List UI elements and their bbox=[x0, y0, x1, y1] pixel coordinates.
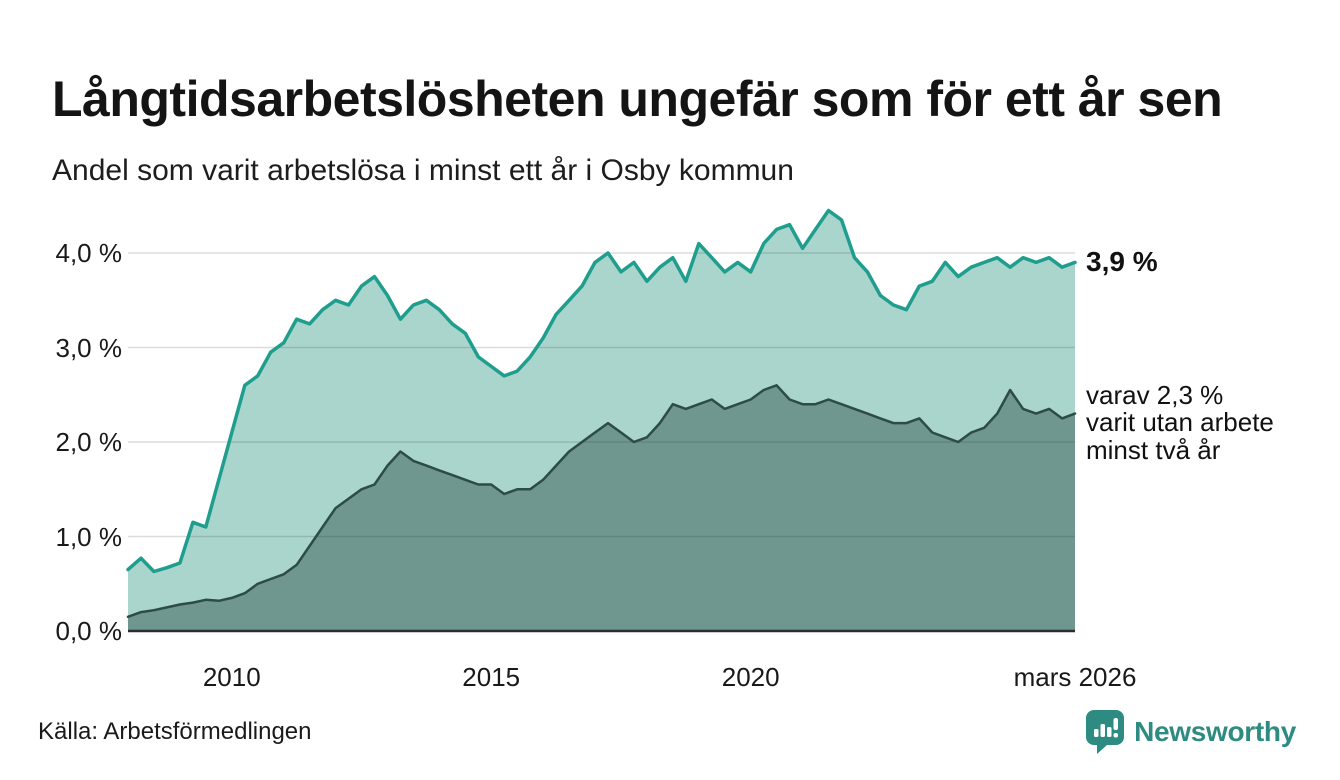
subseries-annotation-line2: varit utan arbete bbox=[1086, 407, 1274, 438]
x-tick-label: 2010 bbox=[202, 662, 261, 692]
source-note: Källa: Arbetsförmedlingen bbox=[38, 718, 312, 745]
latest-value-label: 3,9 % bbox=[1086, 246, 1158, 278]
x-tick-label: 2015 bbox=[462, 662, 521, 692]
subseries-annotation-line1: varav 2,3 % bbox=[1086, 379, 1224, 410]
subseries-annotation-line3: minst två år bbox=[1086, 434, 1221, 465]
chart-subtitle: Andel som varit arbetslösa i minst ett å… bbox=[52, 154, 794, 187]
x-tick-label: mars 2026 bbox=[1013, 662, 1137, 692]
y-tick-label: 1,0 % bbox=[55, 521, 123, 552]
x-tick-label: 2020 bbox=[721, 662, 780, 692]
page-title: Långtidsarbetslösheten ungefär som för e… bbox=[52, 70, 1223, 127]
subseries-annotation: varav 2,3 % varit utan arbete minst två … bbox=[1086, 379, 1274, 465]
newsworthy-wordmark: Newsworthy bbox=[1134, 715, 1296, 747]
y-tick-label: 3,0 % bbox=[55, 332, 123, 363]
y-tick-label: 4,0 % bbox=[55, 238, 123, 268]
newsworthy-logo: Newsworthy bbox=[1085, 709, 1296, 754]
y-tick-label: 2,0 % bbox=[55, 427, 123, 457]
newsworthy-bubble-chart-icon bbox=[1086, 710, 1125, 754]
y-tick-label: 0,0 % bbox=[55, 616, 123, 646]
